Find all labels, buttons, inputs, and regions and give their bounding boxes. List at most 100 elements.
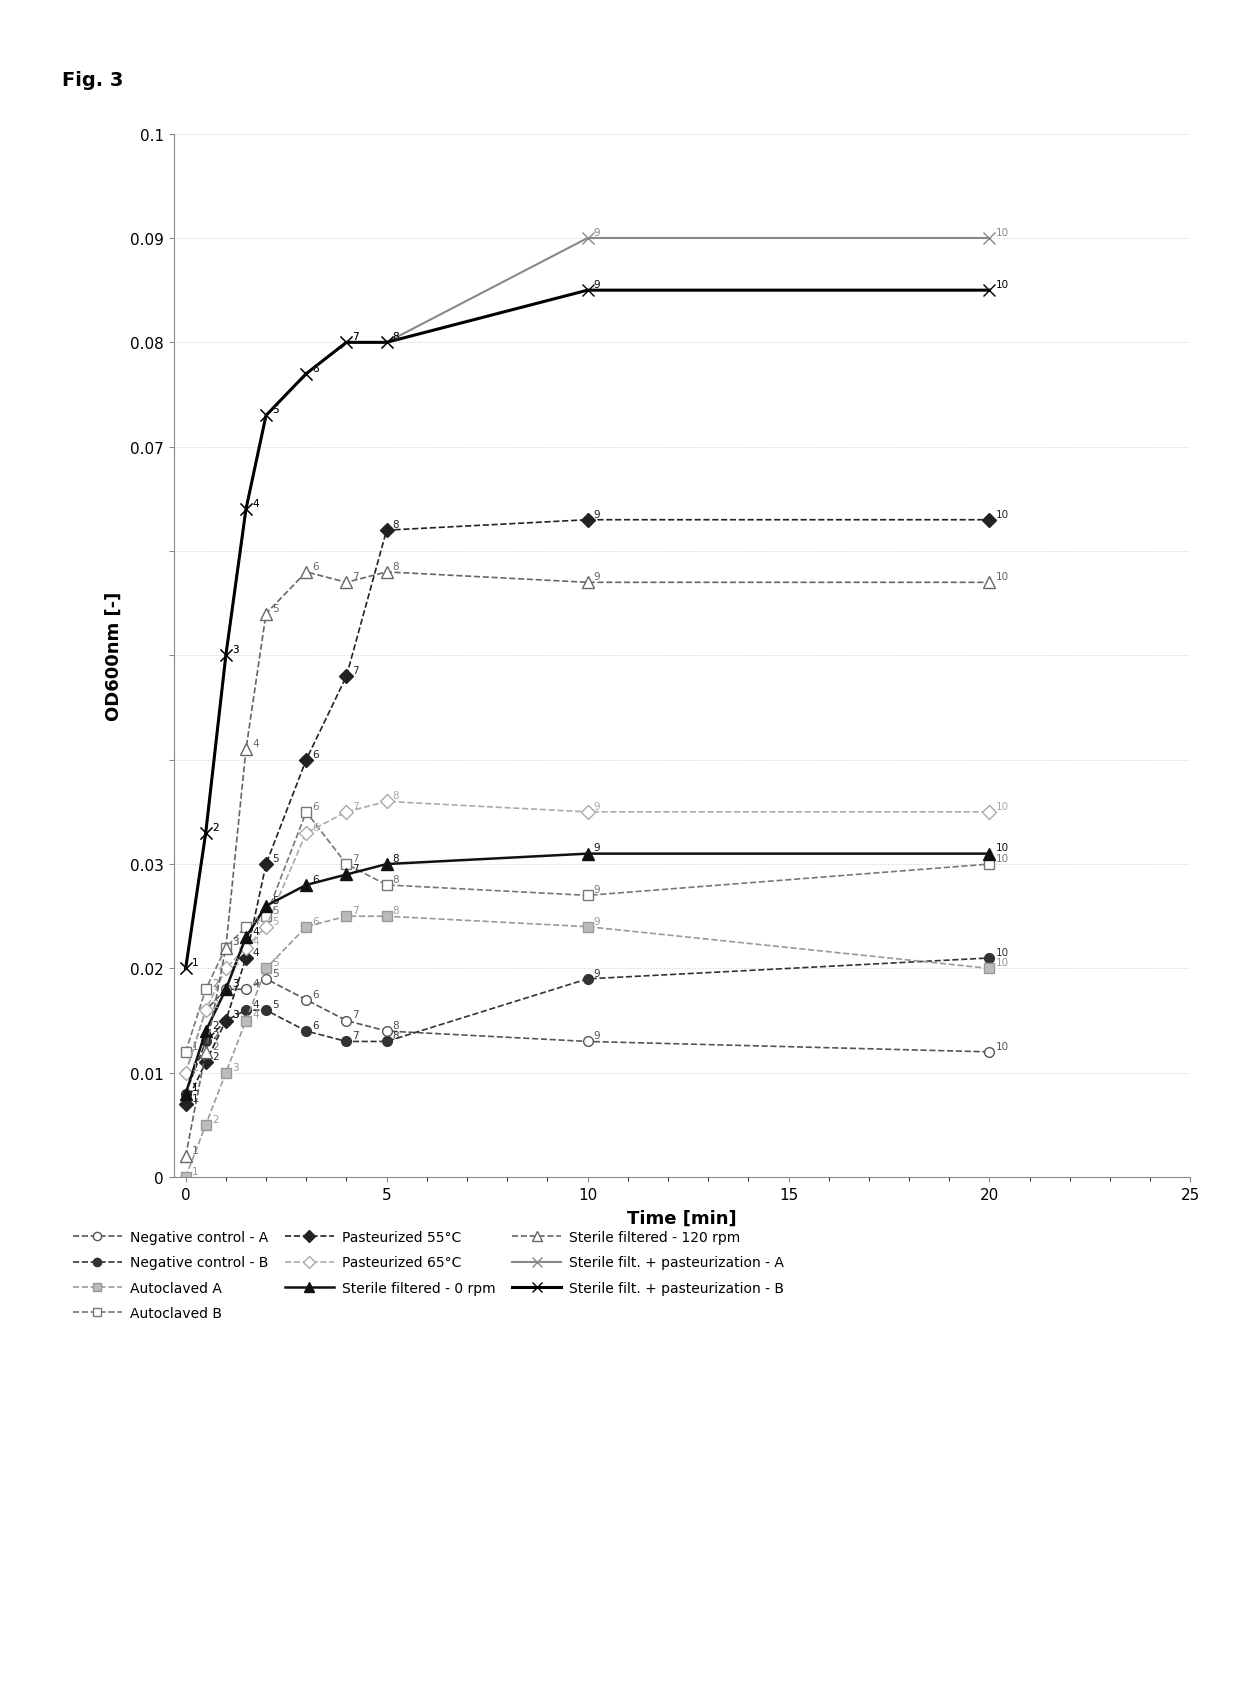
Text: 10: 10 xyxy=(996,947,1008,957)
Text: 9: 9 xyxy=(594,1031,600,1041)
Text: 6: 6 xyxy=(312,801,319,811)
Text: 1: 1 xyxy=(192,1145,198,1156)
Text: 6: 6 xyxy=(312,875,319,885)
Text: 8: 8 xyxy=(393,853,399,863)
Text: 6: 6 xyxy=(312,363,319,373)
Text: 1: 1 xyxy=(192,957,198,967)
Text: 5: 5 xyxy=(272,999,279,1009)
Text: 9: 9 xyxy=(594,969,600,979)
Text: 2: 2 xyxy=(212,979,218,989)
Text: 1: 1 xyxy=(192,1041,198,1051)
Text: 9: 9 xyxy=(594,917,600,927)
Text: Fig. 3: Fig. 3 xyxy=(62,71,123,89)
Text: 10: 10 xyxy=(996,801,1008,811)
Text: 8: 8 xyxy=(393,562,399,572)
Text: 1: 1 xyxy=(192,957,198,967)
Text: 4: 4 xyxy=(252,738,259,748)
Text: 2: 2 xyxy=(212,1031,218,1041)
Text: 6: 6 xyxy=(312,562,319,572)
Text: 4: 4 xyxy=(252,1009,259,1019)
Text: 5: 5 xyxy=(272,405,279,415)
Text: 6: 6 xyxy=(312,989,319,999)
Text: 7: 7 xyxy=(352,666,360,676)
Text: 4: 4 xyxy=(252,937,259,947)
Text: 8: 8 xyxy=(393,905,399,915)
Text: 5: 5 xyxy=(272,905,279,915)
Text: 7: 7 xyxy=(352,1031,360,1041)
Text: 4: 4 xyxy=(252,947,259,957)
Y-axis label: OD600nm [-]: OD600nm [-] xyxy=(105,592,123,720)
Text: 7: 7 xyxy=(352,905,360,915)
Text: 1: 1 xyxy=(192,1083,198,1093)
Text: 6: 6 xyxy=(312,748,319,759)
Text: 9: 9 xyxy=(594,801,600,811)
Text: 7: 7 xyxy=(352,331,360,341)
Text: 3: 3 xyxy=(232,979,238,989)
Text: 3: 3 xyxy=(232,1061,238,1071)
Text: 2: 2 xyxy=(212,822,218,833)
Text: 10: 10 xyxy=(996,279,1008,289)
Text: 8: 8 xyxy=(393,791,399,801)
Text: 4: 4 xyxy=(252,500,259,510)
Text: 8: 8 xyxy=(393,1021,399,1031)
Text: 9: 9 xyxy=(594,510,600,520)
Text: 5: 5 xyxy=(272,957,279,967)
Text: 1: 1 xyxy=(192,1083,198,1093)
Text: 9: 9 xyxy=(594,227,600,237)
Text: 5: 5 xyxy=(272,969,279,979)
Text: 9: 9 xyxy=(594,572,600,582)
Text: 10: 10 xyxy=(996,227,1008,237)
Text: 5: 5 xyxy=(272,895,279,905)
Text: 2: 2 xyxy=(212,999,218,1009)
Text: 3: 3 xyxy=(232,979,238,989)
Text: 8: 8 xyxy=(393,331,399,341)
Text: 2: 2 xyxy=(212,999,218,1009)
Legend: Negative control - A, Negative control - B, Autoclaved A, Autoclaved B, Pasteuri: Negative control - A, Negative control -… xyxy=(69,1226,789,1324)
Text: 5: 5 xyxy=(272,853,279,863)
Text: 2: 2 xyxy=(212,1021,218,1031)
Text: 2: 2 xyxy=(212,822,218,833)
Text: 8: 8 xyxy=(393,520,399,530)
Text: 1: 1 xyxy=(192,1093,198,1103)
Text: 9: 9 xyxy=(594,885,600,895)
Text: 6: 6 xyxy=(312,363,319,373)
Text: 4: 4 xyxy=(252,917,259,927)
Text: 3: 3 xyxy=(232,1009,238,1019)
Text: 10: 10 xyxy=(996,843,1008,853)
Text: 7: 7 xyxy=(352,572,360,582)
Text: 7: 7 xyxy=(352,1009,360,1019)
Text: 3: 3 xyxy=(232,937,238,947)
Text: 6: 6 xyxy=(312,822,319,833)
Text: 8: 8 xyxy=(393,1031,399,1041)
Text: 3: 3 xyxy=(232,644,238,654)
Text: 10: 10 xyxy=(996,853,1008,863)
Text: 2: 2 xyxy=(212,1041,218,1051)
Text: 1: 1 xyxy=(192,1166,198,1176)
Text: 2: 2 xyxy=(212,1113,218,1124)
Text: 7: 7 xyxy=(352,331,360,341)
Text: 10: 10 xyxy=(996,957,1008,967)
Text: 9: 9 xyxy=(594,279,600,289)
Text: 7: 7 xyxy=(352,865,360,875)
X-axis label: Time [min]: Time [min] xyxy=(627,1209,737,1228)
Text: 6: 6 xyxy=(312,917,319,927)
Text: 7: 7 xyxy=(352,801,360,811)
Text: 10: 10 xyxy=(996,572,1008,582)
Text: 5: 5 xyxy=(272,405,279,415)
Text: 2: 2 xyxy=(212,1051,218,1061)
Text: 4: 4 xyxy=(252,979,259,989)
Text: 8: 8 xyxy=(393,875,399,885)
Text: 8: 8 xyxy=(393,331,399,341)
Text: 7: 7 xyxy=(352,853,360,863)
Text: 4: 4 xyxy=(252,999,259,1009)
Text: 1: 1 xyxy=(192,1061,198,1071)
Text: 5: 5 xyxy=(272,917,279,927)
Text: 4: 4 xyxy=(252,927,259,937)
Text: 3: 3 xyxy=(232,957,238,967)
Text: 5: 5 xyxy=(272,604,279,614)
Text: 3: 3 xyxy=(232,937,238,947)
Text: 4: 4 xyxy=(252,500,259,510)
Text: 1: 1 xyxy=(192,1061,198,1071)
Text: 3: 3 xyxy=(232,644,238,654)
Text: 10: 10 xyxy=(996,510,1008,520)
